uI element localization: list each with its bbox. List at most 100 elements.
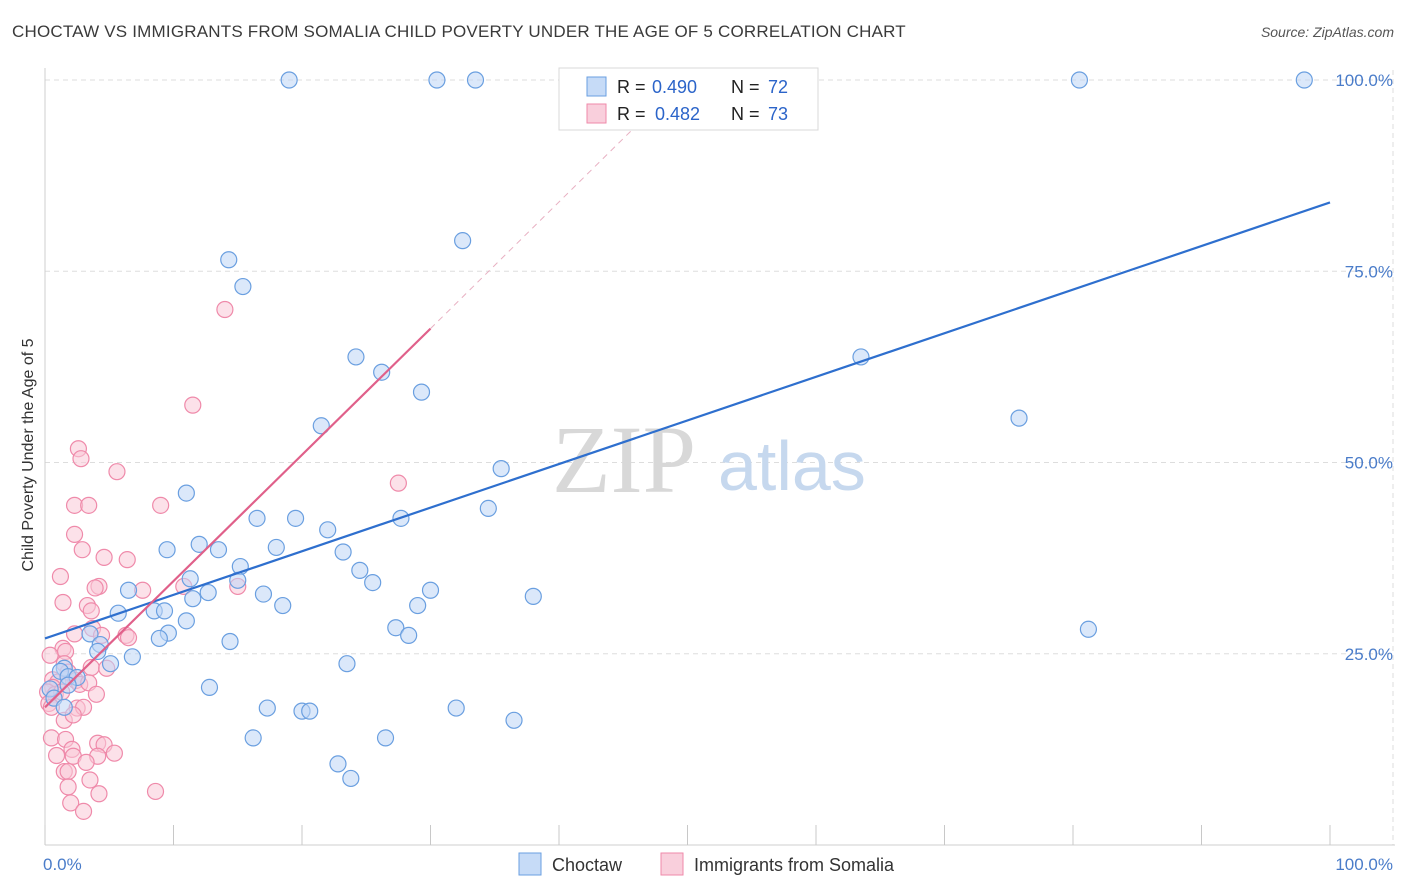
choctaw-point xyxy=(347,348,365,366)
somalia-point xyxy=(152,496,170,514)
choctaw-point xyxy=(409,596,427,615)
somalia-r-value: 0.482 xyxy=(655,104,700,124)
series-legend: Choctaw Immigrants from Somalia xyxy=(518,852,895,876)
somalia-point xyxy=(87,685,106,703)
choctaw-point xyxy=(123,648,141,666)
choctaw-n-label: N = xyxy=(731,77,760,97)
choctaw-point xyxy=(119,581,138,599)
series-choctaw-points xyxy=(41,71,1313,788)
somalia-r-label: R = xyxy=(617,104,646,124)
somalia-point xyxy=(77,753,95,771)
choctaw-point xyxy=(200,678,219,697)
choctaw-point xyxy=(373,363,391,381)
choctaw-point xyxy=(312,417,330,435)
somalia-point xyxy=(72,450,90,468)
choctaw-point xyxy=(334,543,352,561)
watermark: ZIP atlas xyxy=(552,406,866,513)
trend-lines xyxy=(44,125,1331,709)
choctaw-point xyxy=(351,561,369,579)
somalia-point xyxy=(51,567,70,586)
choctaw-point xyxy=(466,71,485,89)
somalia-point xyxy=(146,782,165,801)
choctaw-point xyxy=(492,460,510,478)
somalia-point xyxy=(54,593,72,612)
somalia-n-value: 73 xyxy=(768,104,788,124)
y-tick-label: 100.0% xyxy=(1335,71,1393,90)
choctaw-point xyxy=(400,626,418,644)
choctaw-point xyxy=(177,484,195,502)
somalia-point xyxy=(73,541,91,559)
choctaw-r-label: R = xyxy=(617,77,646,97)
chart-title: CHOCTAW VS IMMIGRANTS FROM SOMALIA CHILD… xyxy=(12,22,906,41)
y-axis-title: Child Poverty Under the Age of 5 xyxy=(20,338,37,571)
choctaw-point xyxy=(524,587,542,605)
legend-somalia-label: Immigrants from Somalia xyxy=(694,855,895,875)
axes xyxy=(44,68,1395,846)
choctaw-point xyxy=(1070,71,1089,89)
choctaw-point xyxy=(190,535,208,553)
choctaw-r-value: 0.490 xyxy=(652,77,697,97)
choctaw-swatch xyxy=(586,76,607,97)
gridlines xyxy=(45,70,1395,845)
choctaw-point xyxy=(364,574,382,592)
choctaw-point xyxy=(1010,409,1028,427)
choctaw-point xyxy=(286,509,305,527)
tick-labels: 25.0% 50.0% 75.0% 100.0% 0.0% 100.0% xyxy=(43,71,1393,874)
somalia-point xyxy=(41,646,59,664)
choctaw-point xyxy=(81,625,99,643)
choctaw-point xyxy=(254,585,273,603)
somalia-point xyxy=(74,802,93,820)
choctaw-point xyxy=(428,71,446,89)
choctaw-point xyxy=(342,769,360,788)
choctaw-point xyxy=(505,711,523,729)
somalia-point xyxy=(90,785,108,803)
stats-legend: R = 0.490 N = 72 R = 0.482 N = 73 xyxy=(558,67,819,131)
y-tick-label: 25.0% xyxy=(1345,645,1393,664)
watermark-zip: ZIP xyxy=(552,406,696,513)
somalia-point xyxy=(95,548,113,566)
choctaw-point xyxy=(55,698,73,716)
choctaw-point xyxy=(274,596,292,615)
choctaw-point xyxy=(376,729,395,747)
legend-somalia-swatch xyxy=(660,852,684,876)
series-somalia-points xyxy=(38,300,407,820)
watermark-atlas: atlas xyxy=(718,427,866,505)
choctaw-point xyxy=(1079,620,1098,638)
choctaw-point xyxy=(150,629,168,648)
somalia-point xyxy=(389,474,407,492)
choctaw-point xyxy=(387,619,405,637)
somalia-point xyxy=(216,300,234,319)
source-label: Source: ZipAtlas.com xyxy=(1260,24,1394,40)
choctaw-point xyxy=(199,583,217,602)
choctaw-point xyxy=(454,232,472,250)
choctaw-point xyxy=(421,581,440,599)
choctaw-point xyxy=(301,702,319,720)
choctaw-point xyxy=(184,590,202,608)
choctaw-point xyxy=(338,655,356,673)
somalia-point xyxy=(65,525,84,544)
legend-choctaw-label: Choctaw xyxy=(552,855,623,875)
choctaw-point xyxy=(329,755,347,773)
choctaw-point xyxy=(221,632,239,651)
choctaw-trend-line xyxy=(44,201,1331,640)
choctaw-point xyxy=(220,251,238,269)
somalia-trend-line xyxy=(44,327,432,709)
somalia-point xyxy=(118,551,136,569)
choctaw-point xyxy=(89,642,107,661)
choctaw-point xyxy=(177,612,195,630)
legend-choctaw-swatch xyxy=(518,852,542,876)
somalia-point xyxy=(59,762,77,781)
choctaw-point xyxy=(258,699,276,717)
x-tick-label: 100.0% xyxy=(1335,855,1393,874)
choctaw-point xyxy=(447,699,465,717)
somalia-point xyxy=(82,602,100,620)
somalia-swatch xyxy=(586,103,607,124)
y-tick-label: 50.0% xyxy=(1345,454,1393,473)
choctaw-point xyxy=(244,729,262,747)
choctaw-point xyxy=(158,541,176,559)
choctaw-point xyxy=(412,383,431,401)
choctaw-point xyxy=(101,655,120,673)
choctaw-point xyxy=(319,521,337,539)
somalia-n-label: N = xyxy=(731,104,760,124)
